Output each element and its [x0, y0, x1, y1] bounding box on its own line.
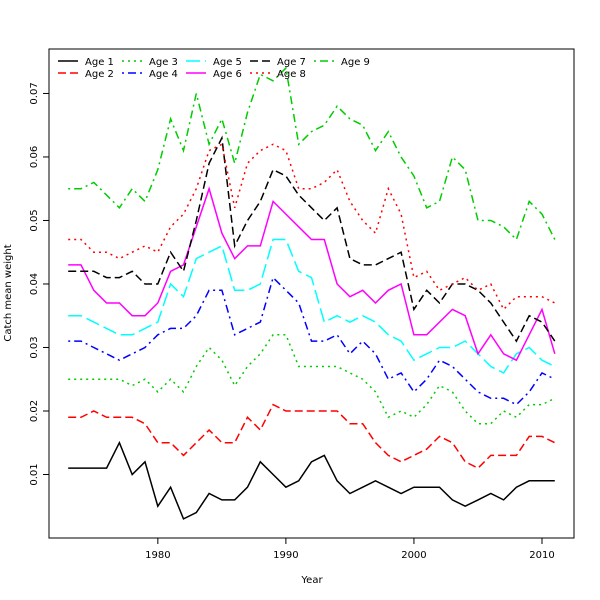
y-tick-label: 0.02 [29, 400, 40, 422]
x-tick-label: 2010 [529, 550, 554, 561]
y-tick-label: 0.03 [29, 336, 40, 358]
legend-label: Age 2 [85, 69, 114, 80]
x-axis-label: Year [300, 575, 323, 586]
series-line-age-5 [68, 238, 556, 374]
x-tick-label: 1980 [145, 550, 170, 561]
series-line-age-9 [68, 66, 556, 241]
legend-label: Age 6 [213, 69, 242, 80]
legend-label: Age 8 [277, 69, 306, 80]
legend-label: Age 9 [341, 57, 370, 68]
series-line-age-4 [68, 276, 556, 406]
y-tick-label: 0.06 [29, 146, 40, 168]
legend-label: Age 3 [149, 57, 178, 68]
series-line-age-1 [68, 440, 555, 520]
y-tick-label: 0.04 [29, 273, 40, 295]
y-tick-label: 0.07 [29, 82, 40, 104]
y-axis-label: Catch mean weight [3, 244, 14, 341]
y-tick-label: 0.05 [29, 209, 40, 231]
series-line-age-3 [68, 334, 556, 425]
series-line-age-6 [68, 186, 556, 362]
series-line-age-2 [68, 403, 556, 470]
series-lines [68, 66, 556, 520]
series-line-age-7 [68, 135, 556, 343]
y-axis: 0.01 0.02 0.03 0.04 0.05 0.06 0.07 [29, 82, 49, 486]
legend-label: Age 1 [85, 57, 114, 68]
legend-label: Age 7 [277, 57, 306, 68]
x-axis: 1980 1990 2000 2010 [145, 538, 555, 561]
x-tick-label: 2000 [401, 550, 426, 561]
legend-label: Age 5 [213, 57, 242, 68]
legend-label: Age 4 [149, 69, 178, 80]
series-line-age-8 [68, 143, 556, 311]
y-tick-label: 0.01 [29, 463, 40, 485]
x-tick-label: 1990 [273, 550, 298, 561]
plot-frame [48, 48, 575, 539]
